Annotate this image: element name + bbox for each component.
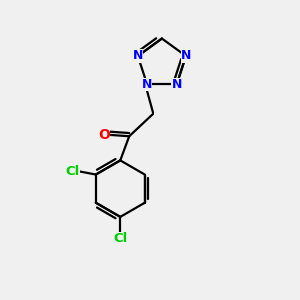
Text: N: N (172, 78, 182, 91)
Text: N: N (133, 50, 143, 62)
Text: Cl: Cl (113, 232, 127, 245)
Text: N: N (181, 50, 191, 62)
Text: O: O (98, 128, 110, 142)
Text: N: N (142, 78, 152, 91)
Text: Cl: Cl (66, 165, 80, 178)
